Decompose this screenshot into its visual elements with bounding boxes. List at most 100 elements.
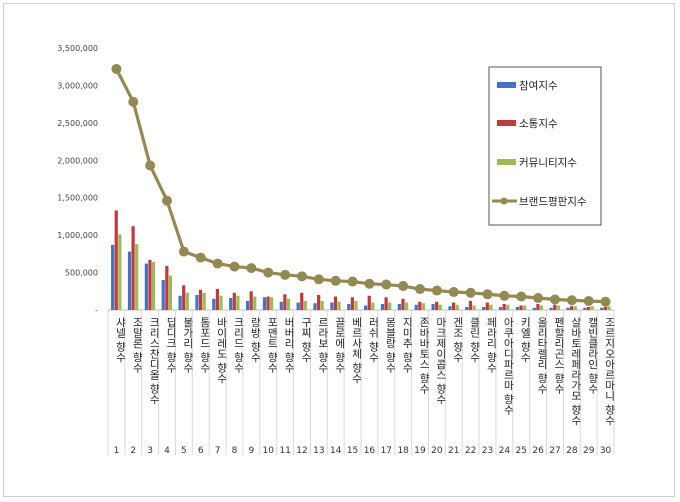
category-label: 톰포드 향수 [199,317,211,374]
bar-2 [468,301,473,310]
category-number: 10 [263,446,275,456]
category-number: 13 [313,446,324,456]
category-number: 8 [232,446,238,456]
bar-1 [549,307,553,310]
line-point [229,261,240,272]
category-number: 21 [448,446,459,456]
bar-1 [380,304,385,310]
line-point [448,287,459,298]
bar-3 [202,292,206,310]
category-number: 5 [181,446,187,456]
bar-1 [347,304,351,310]
y-tick-label: 3,000,000 [57,81,98,90]
bar-3 [270,297,274,310]
bar-2 [249,291,253,310]
category-label: 올리타렐리 향수 [536,317,548,395]
bar-2 [165,265,169,310]
bar-3 [556,305,560,310]
category-label: 베르사체 향수 [351,317,363,384]
line-point [145,160,156,171]
category-number: 17 [381,446,392,456]
bar-1 [532,307,536,310]
bar-1 [364,305,368,310]
category-label: 겐조 향수 [452,317,464,363]
bar-3 [354,301,358,310]
line-point [178,246,189,257]
line-point [212,258,223,269]
bar-2 [603,307,607,310]
bar-1 [566,307,570,310]
line-point [431,285,442,296]
category-label: 아쿠아디파르마 향수 [502,317,514,416]
bar-1 [600,307,604,310]
bar-1 [195,295,199,310]
bar-3 [472,305,476,310]
line-point [280,269,291,280]
bar-3 [151,262,156,310]
legend-swatch-marker [500,197,508,205]
category-number: 12 [296,446,307,456]
category-label: 몽블랑 향수 [384,317,396,374]
bar-3 [573,306,577,310]
bar-2 [519,305,523,310]
bar-2 [586,307,591,310]
category-number: 22 [465,446,476,456]
category-number: 4 [164,446,170,456]
bar-1 [515,307,520,310]
category-label: 지미추 향수 [401,317,413,374]
bar-2 [435,301,439,310]
line-point [499,290,510,301]
bar-3 [607,306,611,310]
bar-3 [185,292,189,310]
line-point [162,195,173,206]
bar-2 [182,285,186,310]
bar-3 [337,301,341,310]
bar-3 [506,304,510,310]
line-point [465,287,476,298]
bar-2 [451,302,456,310]
category-label: 포맨트 향수 [266,317,278,374]
bar-3 [438,304,442,310]
bar-1 [330,302,334,310]
bar-2 [333,296,338,310]
category-number: 14 [330,446,342,456]
bar-2 [401,298,405,310]
category-number: 1 [114,446,120,456]
line-point [246,263,257,274]
bar-3 [590,306,594,310]
bar-1 [448,306,452,310]
category-label: 펜할리곤스 향수 [553,317,565,395]
bar-3 [523,305,527,310]
bar-2 [198,289,203,310]
bar-3 [135,244,139,310]
category-number: 7 [215,446,221,456]
legend-label: 참여지수 [519,80,558,92]
category-number: 11 [279,446,290,456]
y-tick-label: 500,000 [65,269,98,278]
bar-3 [303,301,307,310]
category-label: 딥디크 향수 [165,317,177,374]
bar-3 [320,301,324,310]
bar-2 [131,226,135,310]
bar-2 [384,297,388,310]
category-number: 9 [248,446,254,456]
bar-1 [245,301,250,310]
bar-2 [148,259,152,310]
line-point [330,275,341,286]
y-tick-label: 1,500,000 [57,194,98,203]
bar-1 [313,303,317,310]
category-number: 26 [532,446,544,456]
line-point [128,96,139,107]
category-label: 불가리 향수 [182,317,194,374]
category-label: 마크제이콥스 향수 [435,317,447,405]
category-label: 존바바토스 향수 [418,317,430,395]
category-number: 25 [516,446,527,456]
line-point [313,274,324,285]
bar-2 [485,302,489,310]
line-point [583,296,594,307]
line-point [600,296,611,307]
line-point [398,281,409,292]
bar-2 [266,296,270,310]
category-number: 23 [482,446,493,456]
bar-1 [431,304,435,310]
